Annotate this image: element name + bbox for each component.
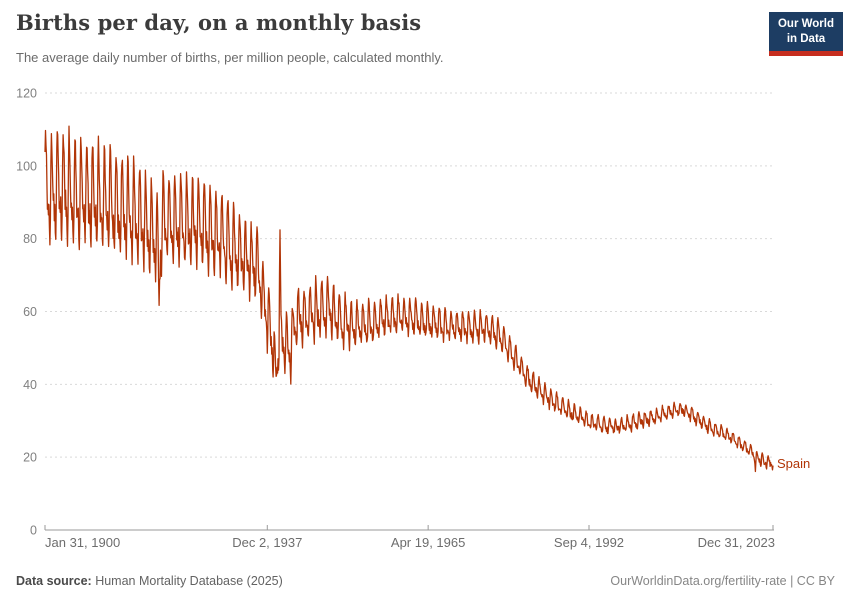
y-tick-label-20: 20 [23,451,37,465]
data-source-text: Data source: Human Mortality Database (2… [16,574,283,588]
y-tick-label-40: 40 [23,378,37,392]
y-tick-label-100: 100 [16,159,37,173]
y-tick-label-80: 80 [23,232,37,246]
x-tick-label-Dec-31-2023: Dec 31, 2023 [698,535,775,550]
series-label-spain[interactable]: Spain [777,456,811,471]
owid-logo-line1: Our World [777,18,834,31]
page-title: Births per day, on a monthly basis [16,10,422,35]
x-tick-label-Apr-19-1965: Apr 19, 1965 [391,535,465,550]
data-source-label: Data source: [16,574,92,588]
data-source-value: Human Mortality Database (2025) [91,574,283,588]
owid-logo-line2: in Data [786,32,826,45]
x-tick-label-Sep-4-1992: Sep 4, 1992 [554,535,624,550]
owid-logo[interactable]: Our World in Data [769,12,843,56]
page-subtitle: The average daily number of births, per … [16,50,444,65]
line-series-spain[interactable] [44,125,774,473]
y-tick-label-0: 0 [30,524,37,538]
x-tick-label-Jan-31-1900: Jan 31, 1900 [45,535,120,550]
attribution-link[interactable]: OurWorldinData.org/fertility-rate | CC B… [610,574,835,588]
y-tick-label-60: 60 [23,305,37,319]
y-tick-label-120: 120 [16,87,37,101]
x-tick-label-Dec-2-1937: Dec 2, 1937 [232,535,302,550]
